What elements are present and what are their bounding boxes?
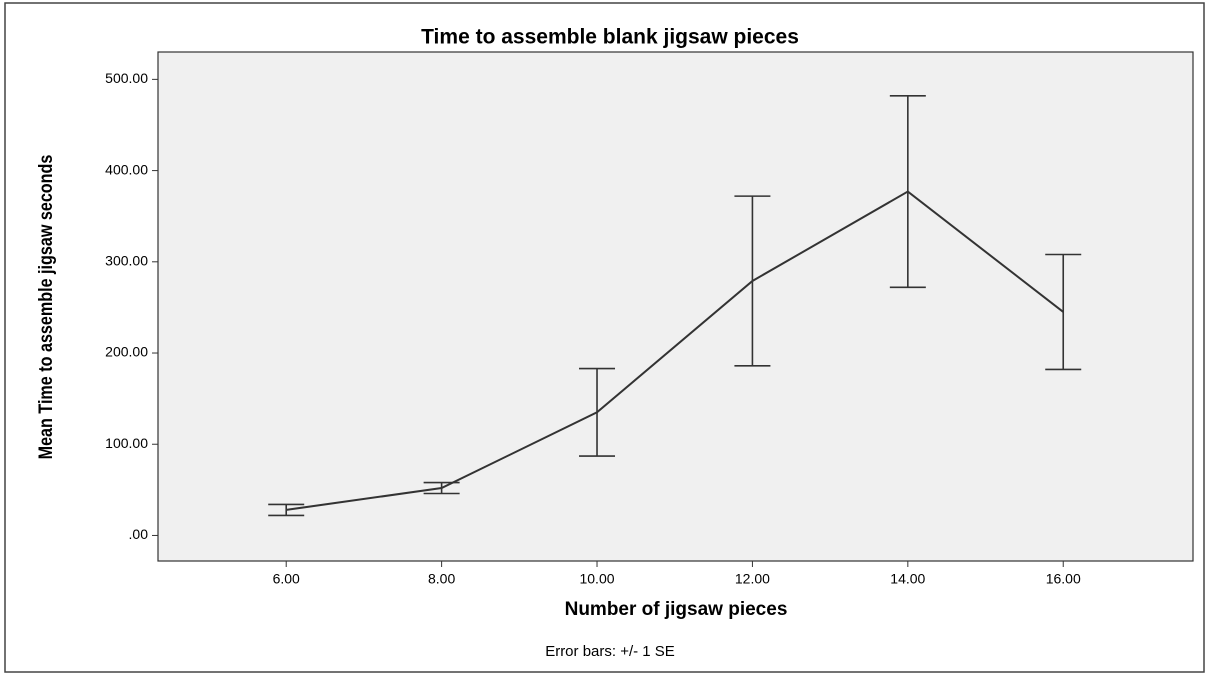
x-tick-label: 10.00 [579,571,614,587]
y-tick-label: 200.00 [105,344,148,360]
y-axis-label: Mean Time to assemble jigsaw seconds [35,154,57,459]
chart-title: Time to assemble blank jigsaw pieces [421,26,799,49]
y-tick-label: 300.00 [105,253,148,269]
error-bar [734,195,771,367]
x-tick-label: 12.00 [735,571,770,587]
x-tick-label: 14.00 [890,571,925,587]
footnote: Error bars: +/- 1 SE [545,643,675,660]
x-tick-label: 6.00 [273,571,300,587]
y-tick-label: 100.00 [105,435,148,451]
line [286,190,1064,511]
error-bar [423,481,460,495]
y-tick-label: .00 [129,526,149,542]
error-bar [1045,253,1082,371]
x-tick-label: 8.00 [428,571,455,587]
error-bar [889,94,926,289]
x-tick-label: 16.00 [1046,571,1081,587]
error-bar [579,367,616,457]
x-axis-label: Number of jigsaw pieces [565,599,788,620]
plot-area [157,51,1194,562]
error-bar [268,503,305,517]
y-tick-label: 400.00 [105,161,148,177]
y-tick-label: 500.00 [105,70,148,86]
